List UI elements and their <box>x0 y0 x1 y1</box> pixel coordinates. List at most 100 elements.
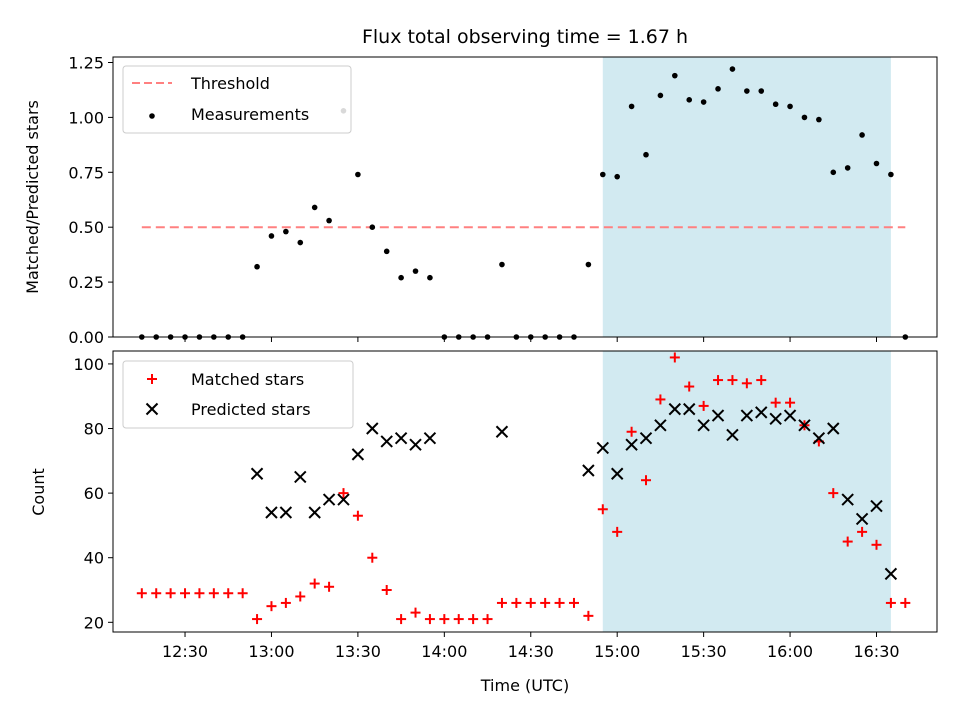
legend-predicted-marker <box>145 402 159 416</box>
predicted-star-point <box>769 412 782 426</box>
predicted-star-point <box>294 470 307 484</box>
predicted-star-point <box>625 438 638 451</box>
legend-measurements-label: Measurements <box>191 105 309 124</box>
count-y-tick-label: 60 <box>84 484 104 503</box>
predicted-star-point <box>827 422 840 435</box>
ratio-panel-frame <box>112 56 938 338</box>
chart-title: Flux total observing time = 1.67 h <box>362 26 688 48</box>
count-panel-frame <box>112 350 938 633</box>
measurement-point <box>643 151 649 158</box>
legend-measurements-swatch <box>149 113 155 119</box>
count-y-tick-label: 40 <box>84 549 104 568</box>
measurement-point <box>383 248 390 255</box>
measurement-point <box>585 261 592 268</box>
x-tick-label: 16:30 <box>853 642 899 661</box>
predicted-star-point <box>610 467 624 480</box>
measurement-point <box>311 204 318 211</box>
predicted-star-point <box>337 493 350 506</box>
matched-star-point <box>367 552 378 563</box>
measurement-point <box>599 171 606 178</box>
predicted-star-point <box>740 409 754 422</box>
matched-star-point <box>597 504 608 515</box>
measurement-point <box>686 97 693 103</box>
ratio-y-tick-label: 1.25 <box>68 53 104 72</box>
matched-star-point <box>900 597 911 608</box>
matched-star-point <box>511 597 522 608</box>
matched-star-point <box>194 588 205 599</box>
measurement-point <box>700 99 707 105</box>
matched-star-point <box>540 597 551 608</box>
matched-star-point <box>208 588 219 599</box>
matched-star-point <box>223 588 234 599</box>
predicted-star-point <box>495 425 509 438</box>
predicted-star-point <box>582 464 595 477</box>
matched-star-point <box>482 614 493 625</box>
matched-star-point <box>669 352 680 363</box>
measurement-point <box>499 261 505 268</box>
matched-star-point <box>338 488 349 499</box>
matched-star-point <box>381 585 392 596</box>
measurement-point <box>772 101 779 108</box>
predicted-star-point <box>683 402 696 416</box>
measurement-point <box>427 274 433 281</box>
matched-star-point <box>496 597 507 608</box>
predicted-star-point <box>798 419 811 432</box>
matched-star-point <box>684 381 695 392</box>
x-tick-label: 13:30 <box>335 642 381 661</box>
matched-star-point <box>151 588 162 599</box>
count-y-tick-label: 100 <box>73 355 104 374</box>
matched-star-point <box>583 610 594 621</box>
matched-star-point <box>641 475 652 486</box>
count-y-tick-label: 20 <box>84 613 104 632</box>
measurement-point <box>888 171 894 178</box>
ratio-y-tick-label: 0.00 <box>68 328 104 347</box>
predicted-star-point <box>409 438 422 451</box>
x-tick-label: 15:00 <box>594 642 640 661</box>
matched-star-point <box>871 539 882 550</box>
measurement-point <box>297 239 304 246</box>
predicted-star-point <box>250 467 264 480</box>
measurement-point <box>412 268 419 274</box>
measurement-point <box>672 72 678 79</box>
matched-star-point <box>756 375 767 386</box>
matched-star-point <box>770 397 781 408</box>
measurement-point <box>268 233 275 239</box>
predicted-star-point <box>423 431 437 445</box>
predicted-star-point <box>711 409 725 422</box>
matched-star-point <box>713 375 724 386</box>
measurement-point <box>369 224 376 230</box>
measurement-point <box>254 263 260 270</box>
predicted-star-point <box>394 431 408 445</box>
ratio-y-tick-label: 0.75 <box>68 163 104 182</box>
measurement-point <box>787 103 793 110</box>
matched-star-point <box>885 597 896 608</box>
matched-star-point <box>568 597 579 608</box>
x-tick-label: 14:30 <box>508 642 554 661</box>
predicted-star-point <box>812 431 826 445</box>
matched-star-point <box>266 601 277 612</box>
predicted-star-point <box>279 506 293 519</box>
predicted-star-point <box>366 422 379 435</box>
ratio-panel: 0.00 0.25 0.50 0.75 1.00 1.25 Matched/Predict… <box>23 53 938 347</box>
ratio-y-tick-label: 1.00 <box>68 108 104 127</box>
measurement-point <box>801 114 808 121</box>
predicted-star-point <box>726 428 739 442</box>
predicted-star-point <box>697 419 710 432</box>
matched-star-point <box>424 614 435 625</box>
measurement-point <box>844 165 851 171</box>
measurement-point <box>715 86 721 92</box>
measurement-point <box>859 132 865 138</box>
matched-star-point <box>525 597 536 608</box>
predicted-star-point <box>654 419 667 432</box>
matched-star-point <box>785 397 796 408</box>
measurement-point <box>744 88 750 94</box>
matched-star-point <box>828 488 839 499</box>
x-tick-label: 15:30 <box>681 642 727 661</box>
predicted-star-point <box>884 567 898 581</box>
legend-matched-marker <box>147 374 157 384</box>
matched-star-point <box>842 536 853 547</box>
matched-star-point <box>857 526 868 537</box>
legend-predicted-swatch <box>145 402 159 416</box>
predicted-star-point <box>870 499 883 513</box>
ratio-legend: Threshold Measurements <box>122 65 352 134</box>
